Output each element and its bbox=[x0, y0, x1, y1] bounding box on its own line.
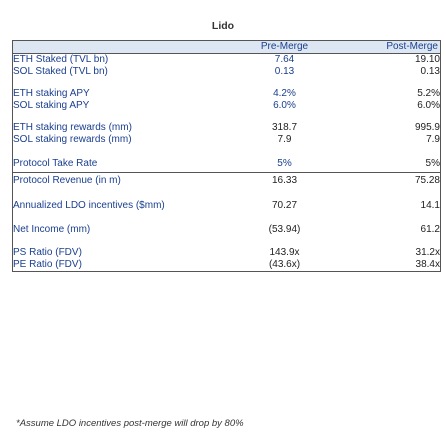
header-post-merge: Post-Merge bbox=[336, 40, 441, 54]
row-pre-value: 6.0% bbox=[273, 100, 296, 111]
table-row: PS Ratio (FDV) 143.9x 31.2x bbox=[12, 247, 441, 259]
table-row: ETH staking APY 4.2% 5.2% bbox=[12, 88, 441, 100]
header-label-cell bbox=[12, 40, 233, 54]
table-row: ETH staking rewards (mm) 318.7 995.9 bbox=[12, 122, 441, 134]
row-pre-value: 0.13 bbox=[274, 66, 295, 77]
row-label: ETH Staked (TVL bn) bbox=[12, 53, 233, 66]
row-post-value: 5% bbox=[336, 156, 441, 173]
spacer-row bbox=[12, 189, 441, 199]
table-row: SOL Staked (TVL bn) 0.13 0.13 bbox=[12, 66, 441, 78]
table-row: PE Ratio (FDV) (43.6x) 38.4x bbox=[12, 259, 441, 272]
table-title: Lido bbox=[211, 20, 235, 32]
table-row: SOL staking rewards (mm) 7.9 7.9 bbox=[12, 134, 441, 146]
header-pre-merge: Pre-Merge bbox=[232, 40, 337, 54]
row-pre-value: 7.64 bbox=[274, 54, 295, 65]
row-pre-value: (43.6x) bbox=[232, 259, 337, 272]
row-post-value: 7.9 bbox=[336, 134, 441, 146]
row-pre-value: 4.2% bbox=[273, 88, 296, 99]
row-post-value: 75.28 bbox=[336, 172, 441, 189]
header-row: Pre-Merge Post-Merge bbox=[12, 40, 441, 54]
lido-table: Pre-Merge Post-Merge ETH Staked (TVL bn)… bbox=[12, 40, 441, 272]
row-post-value: 31.2x bbox=[336, 247, 441, 259]
row-label: Net Income (mm) bbox=[12, 223, 233, 237]
table-row: Annualized LDO incentives ($mm) 70.27 14… bbox=[12, 199, 441, 213]
footnote: *Assume LDO incentives post-merge will d… bbox=[16, 418, 244, 429]
row-post-value: 5.2% bbox=[336, 88, 441, 100]
row-label: SOL staking rewards (mm) bbox=[12, 134, 233, 146]
row-label: Protocol Revenue (in m) bbox=[12, 172, 233, 189]
row-post-value: 19.10 bbox=[336, 53, 441, 66]
row-post-value: 38.4x bbox=[336, 259, 441, 272]
row-post-value: 6.0% bbox=[336, 100, 441, 112]
table-row: Net Income (mm) (53.94) 61.2 bbox=[12, 223, 441, 237]
row-label: PS Ratio (FDV) bbox=[12, 247, 233, 259]
row-label: ETH staking rewards (mm) bbox=[12, 122, 233, 134]
row-pre-value: (53.94) bbox=[268, 224, 301, 235]
row-label: PE Ratio (FDV) bbox=[12, 259, 233, 272]
row-label: ETH staking APY bbox=[12, 88, 233, 100]
row-post-value: 61.2 bbox=[336, 223, 441, 237]
row-pre-value: 7.9 bbox=[277, 134, 292, 145]
table-row: ETH Staked (TVL bn) 7.64 19.10 bbox=[12, 53, 441, 66]
spacer-row bbox=[12, 146, 441, 156]
row-label: Annualized LDO incentives ($mm) bbox=[12, 199, 233, 213]
spacer-row bbox=[12, 112, 441, 122]
row-post-value: 995.9 bbox=[336, 122, 441, 134]
row-label: Protocol Take Rate bbox=[12, 156, 233, 173]
table-row: SOL staking APY 6.0% 6.0% bbox=[12, 100, 441, 112]
table-row: Protocol Revenue (in m) 16.33 75.28 bbox=[12, 172, 441, 189]
row-pre-value: 5% bbox=[232, 156, 337, 173]
table-row: Protocol Take Rate 5% 5% bbox=[12, 156, 441, 173]
row-post-value: 14.1 bbox=[336, 199, 441, 213]
spacer-row bbox=[12, 213, 441, 223]
row-pre-value: 143.9x bbox=[269, 247, 300, 258]
row-label: SOL Staked (TVL bn) bbox=[12, 66, 233, 78]
spacer-row bbox=[12, 78, 441, 88]
row-post-value: 0.13 bbox=[336, 66, 441, 78]
row-pre-value: 16.33 bbox=[271, 175, 298, 186]
row-label: SOL staking APY bbox=[12, 100, 233, 112]
row-pre-value: 70.27 bbox=[271, 200, 298, 211]
spacer-row bbox=[12, 237, 441, 247]
row-pre-value: 318.7 bbox=[271, 122, 298, 133]
